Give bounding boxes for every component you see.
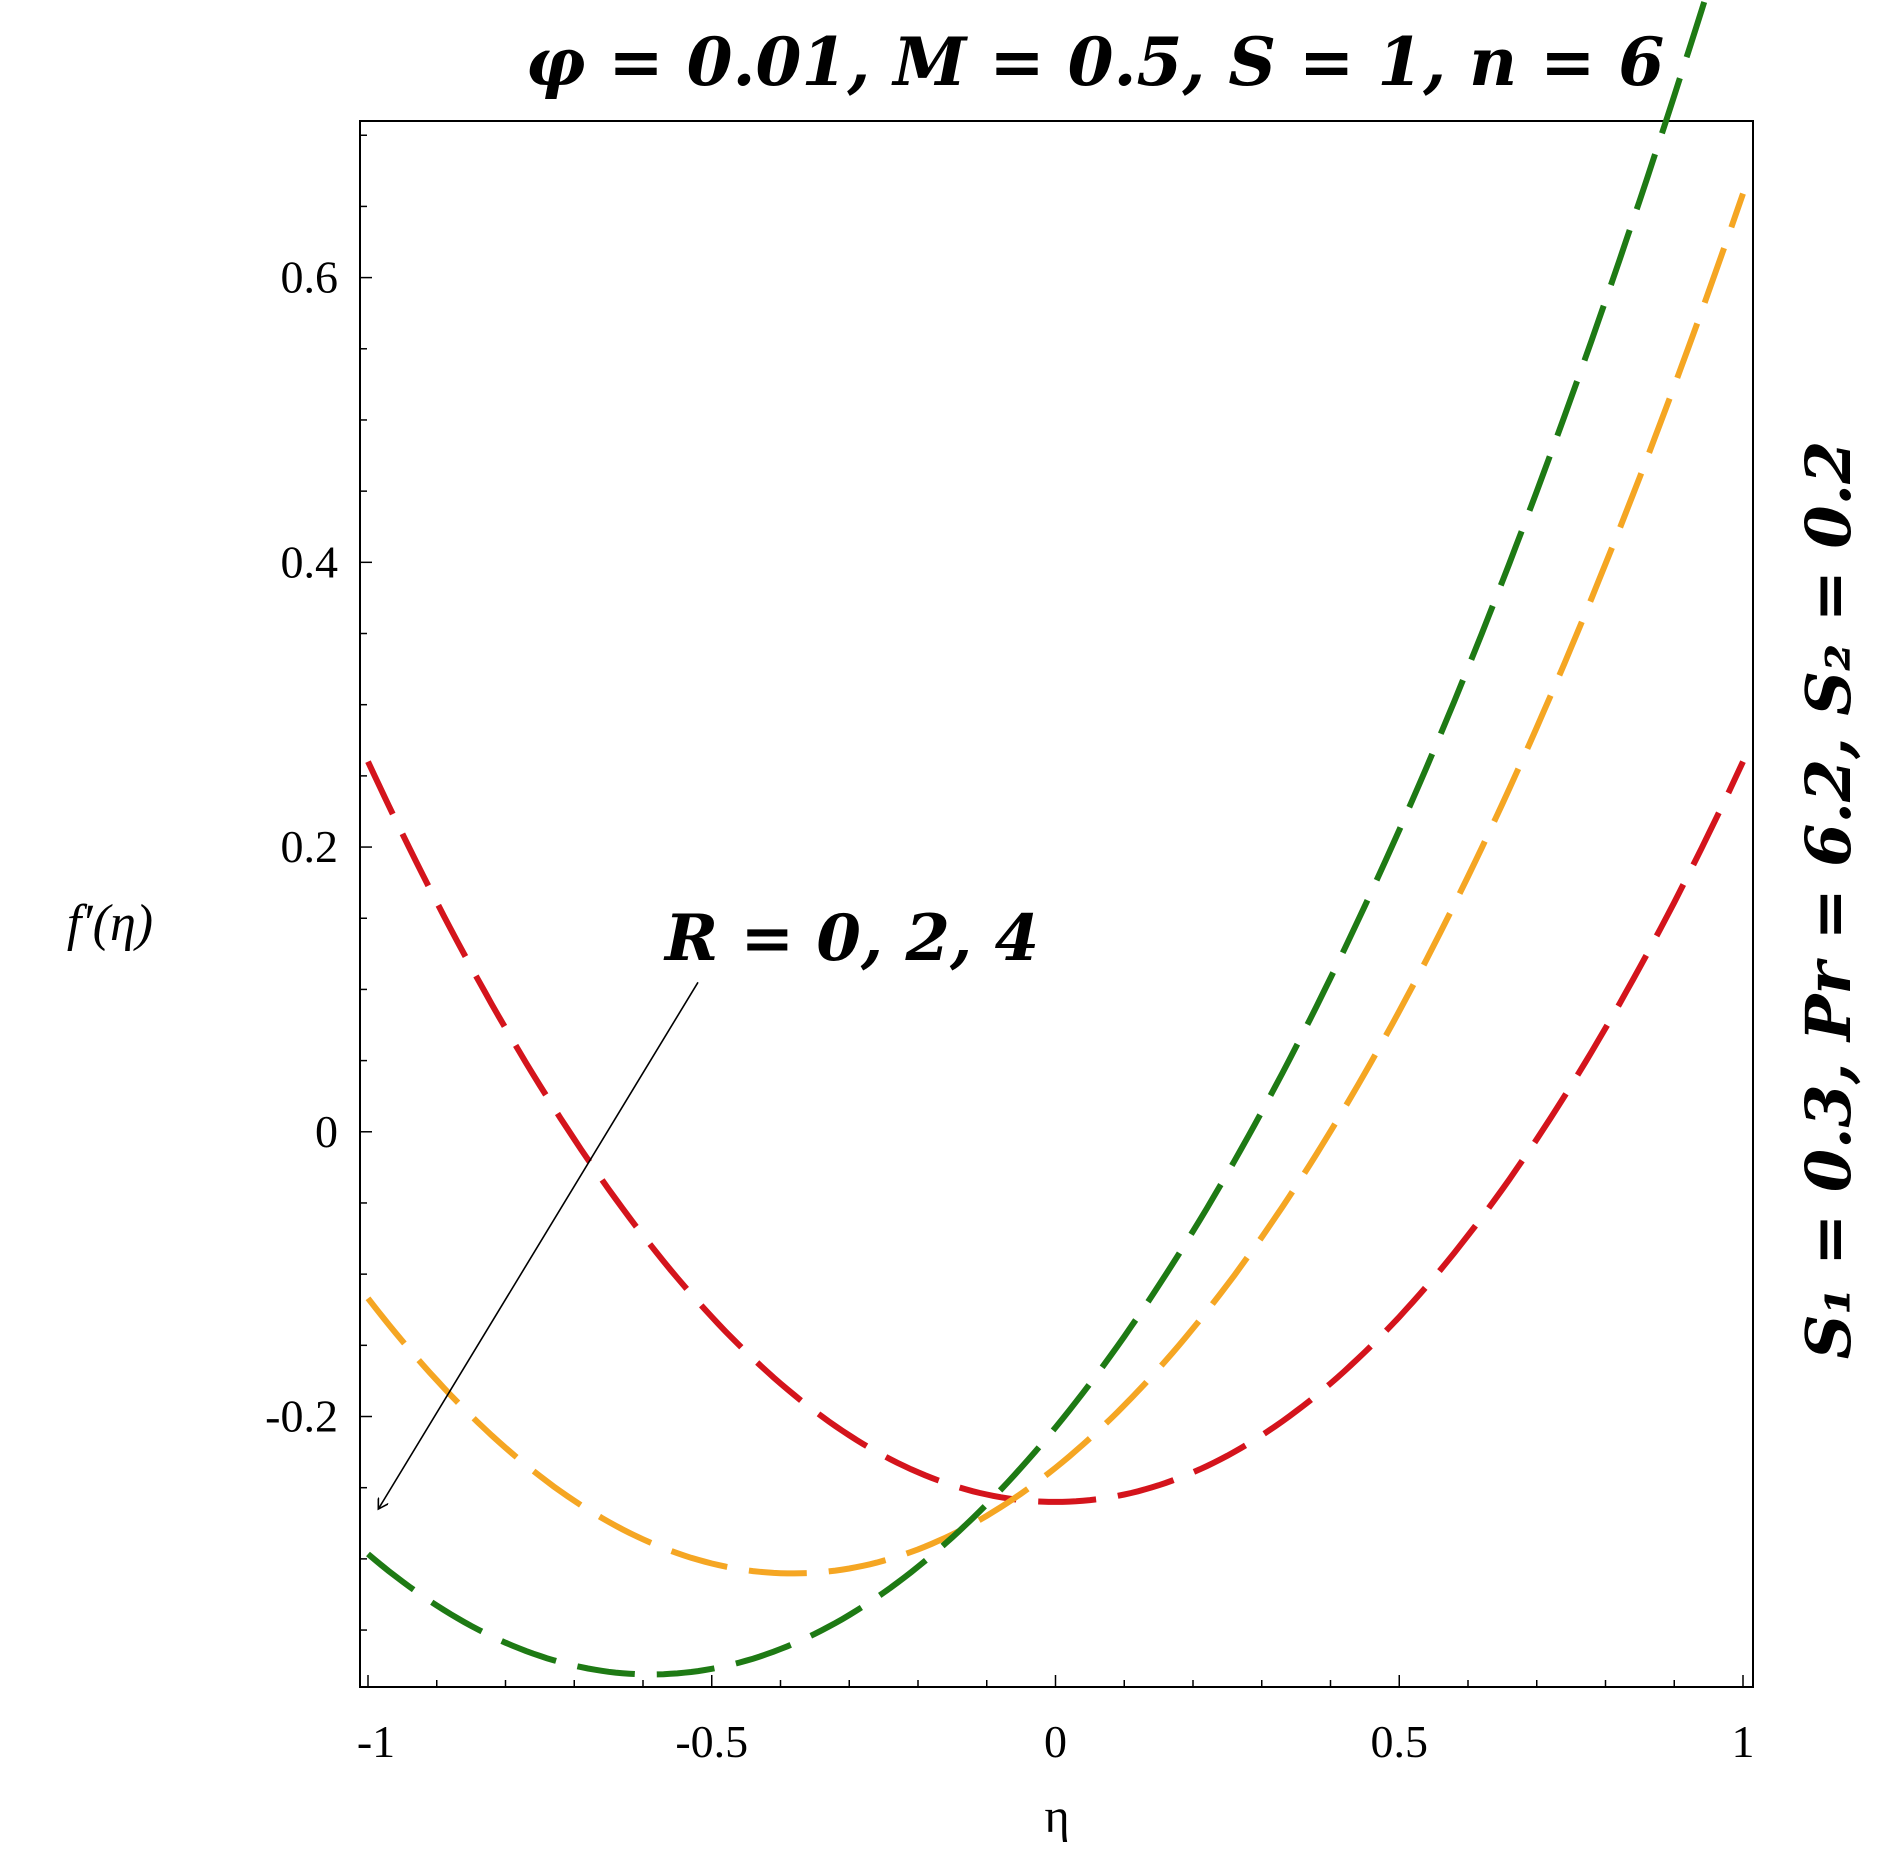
y-axis-title: f′(η): [67, 895, 153, 952]
series-group: [365, 0, 1746, 1678]
y-tick-label: 0.6: [281, 252, 339, 303]
x-axis-title: η: [1044, 1790, 1069, 1843]
annotation-label: R = 0, 2, 4: [663, 901, 1039, 976]
x-axis: -1 -0.5 0 0.5 1: [357, 1675, 1755, 1767]
y-tick-label: 0.4: [281, 536, 339, 587]
x-tick-label: 1: [1732, 1716, 1755, 1767]
series-line: [365, 760, 1746, 1505]
annotation-arrow: [378, 981, 699, 1509]
x-tick-label: 0.5: [1371, 1716, 1429, 1767]
side-label: S₁ = 0.3, Pr = 6.2, S₂ = 0.2: [1792, 441, 1865, 1359]
x-tick-label: 0: [1044, 1716, 1067, 1767]
y-tick-label: -0.2: [265, 1391, 338, 1442]
y-tick-label: 0.2: [281, 821, 339, 872]
series-line: [366, 0, 1708, 1678]
plot-frame: [359, 120, 1754, 1688]
y-tick-label: 0: [315, 1106, 338, 1157]
x-tick-label: -1: [357, 1716, 395, 1767]
y-axis: -0.2 0 0.2 0.4 0.6: [265, 134, 372, 1631]
series-line: [365, 192, 1746, 1577]
chart-title: φ = 0.01, M = 0.5, S = 1, n = 6: [526, 23, 1665, 101]
x-tick-label: -0.5: [675, 1716, 748, 1767]
